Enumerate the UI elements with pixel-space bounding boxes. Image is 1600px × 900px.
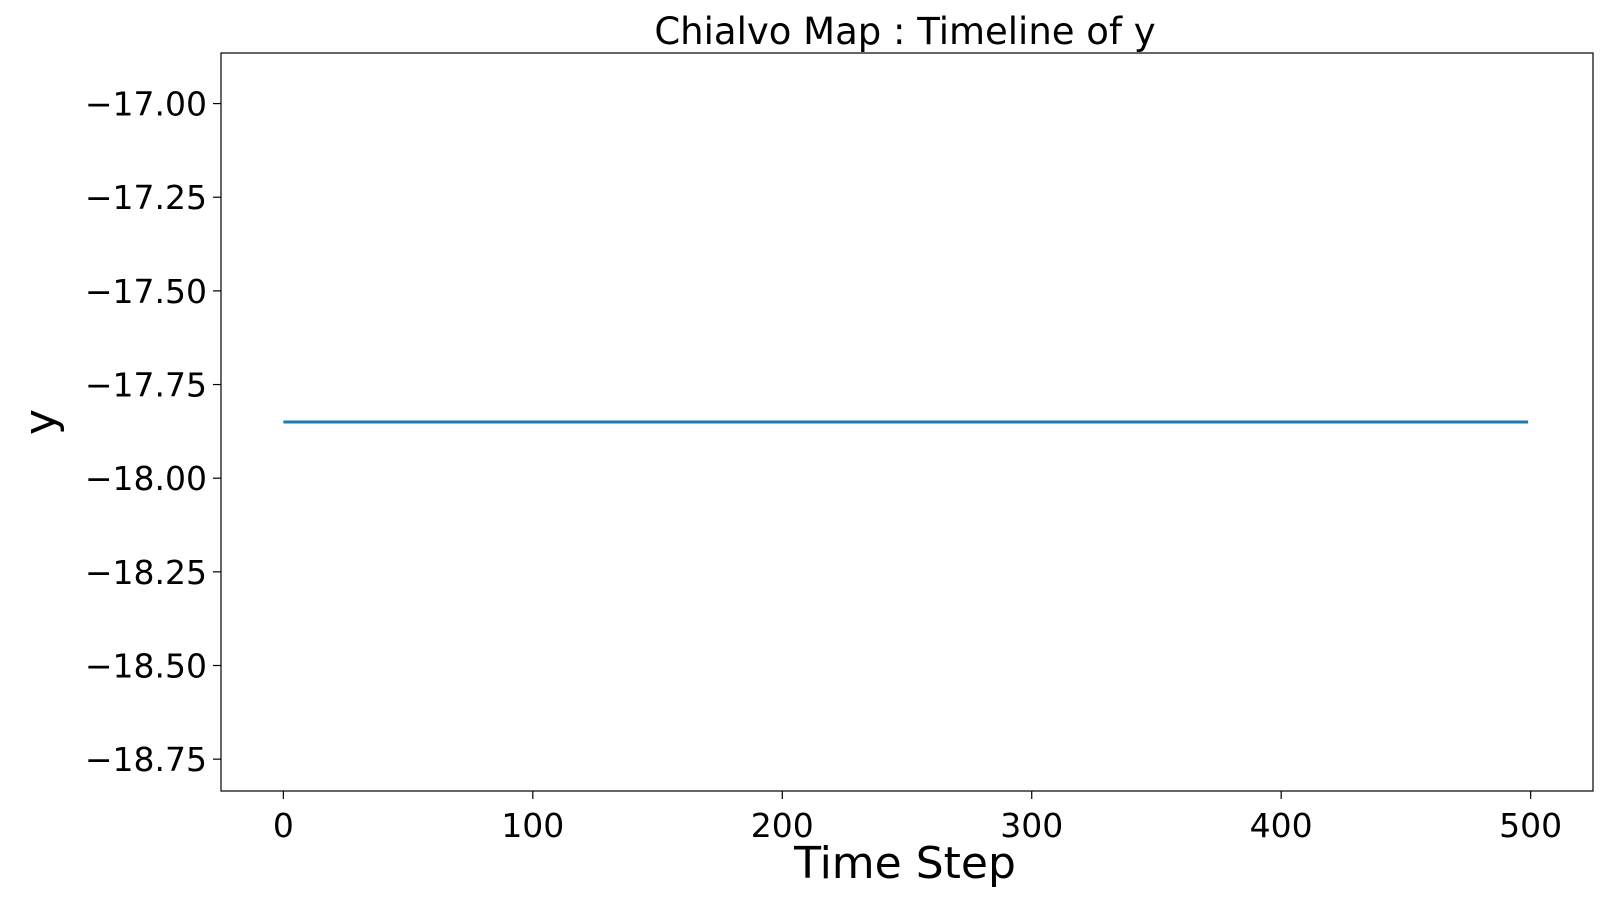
x-axis-ticks: 0 100 200 300 400 500 [273, 791, 1562, 845]
x-tick-label: 0 [273, 806, 294, 845]
plot-frame [220, 52, 1594, 792]
chart-title: Chialvo Map : Timeline of y [654, 10, 1155, 53]
y-axis-label: y [15, 409, 66, 435]
y-tick-label: −18.50 [85, 647, 207, 686]
y-tick-label: −17.00 [85, 85, 207, 124]
x-tick-label: 400 [1250, 806, 1313, 845]
y-tick-label: −18.00 [85, 459, 207, 498]
y-tick-label: −17.25 [85, 178, 207, 217]
x-tick-label: 500 [1499, 806, 1562, 845]
y-axis-ticks: −17.00 −17.25 −17.50 −17.75 −18.00 −18.25 −18.… [85, 85, 221, 779]
y-tick-label: −17.75 [85, 366, 207, 405]
x-tick-label: 300 [1000, 806, 1063, 845]
y-tick-label: −18.25 [85, 553, 207, 592]
x-tick-label: 100 [501, 806, 564, 845]
x-tick-label: 200 [751, 806, 814, 845]
y-tick-label: −18.75 [85, 740, 207, 779]
x-axis-label: Time Step [793, 838, 1016, 889]
y-tick-label: −17.50 [85, 272, 207, 311]
